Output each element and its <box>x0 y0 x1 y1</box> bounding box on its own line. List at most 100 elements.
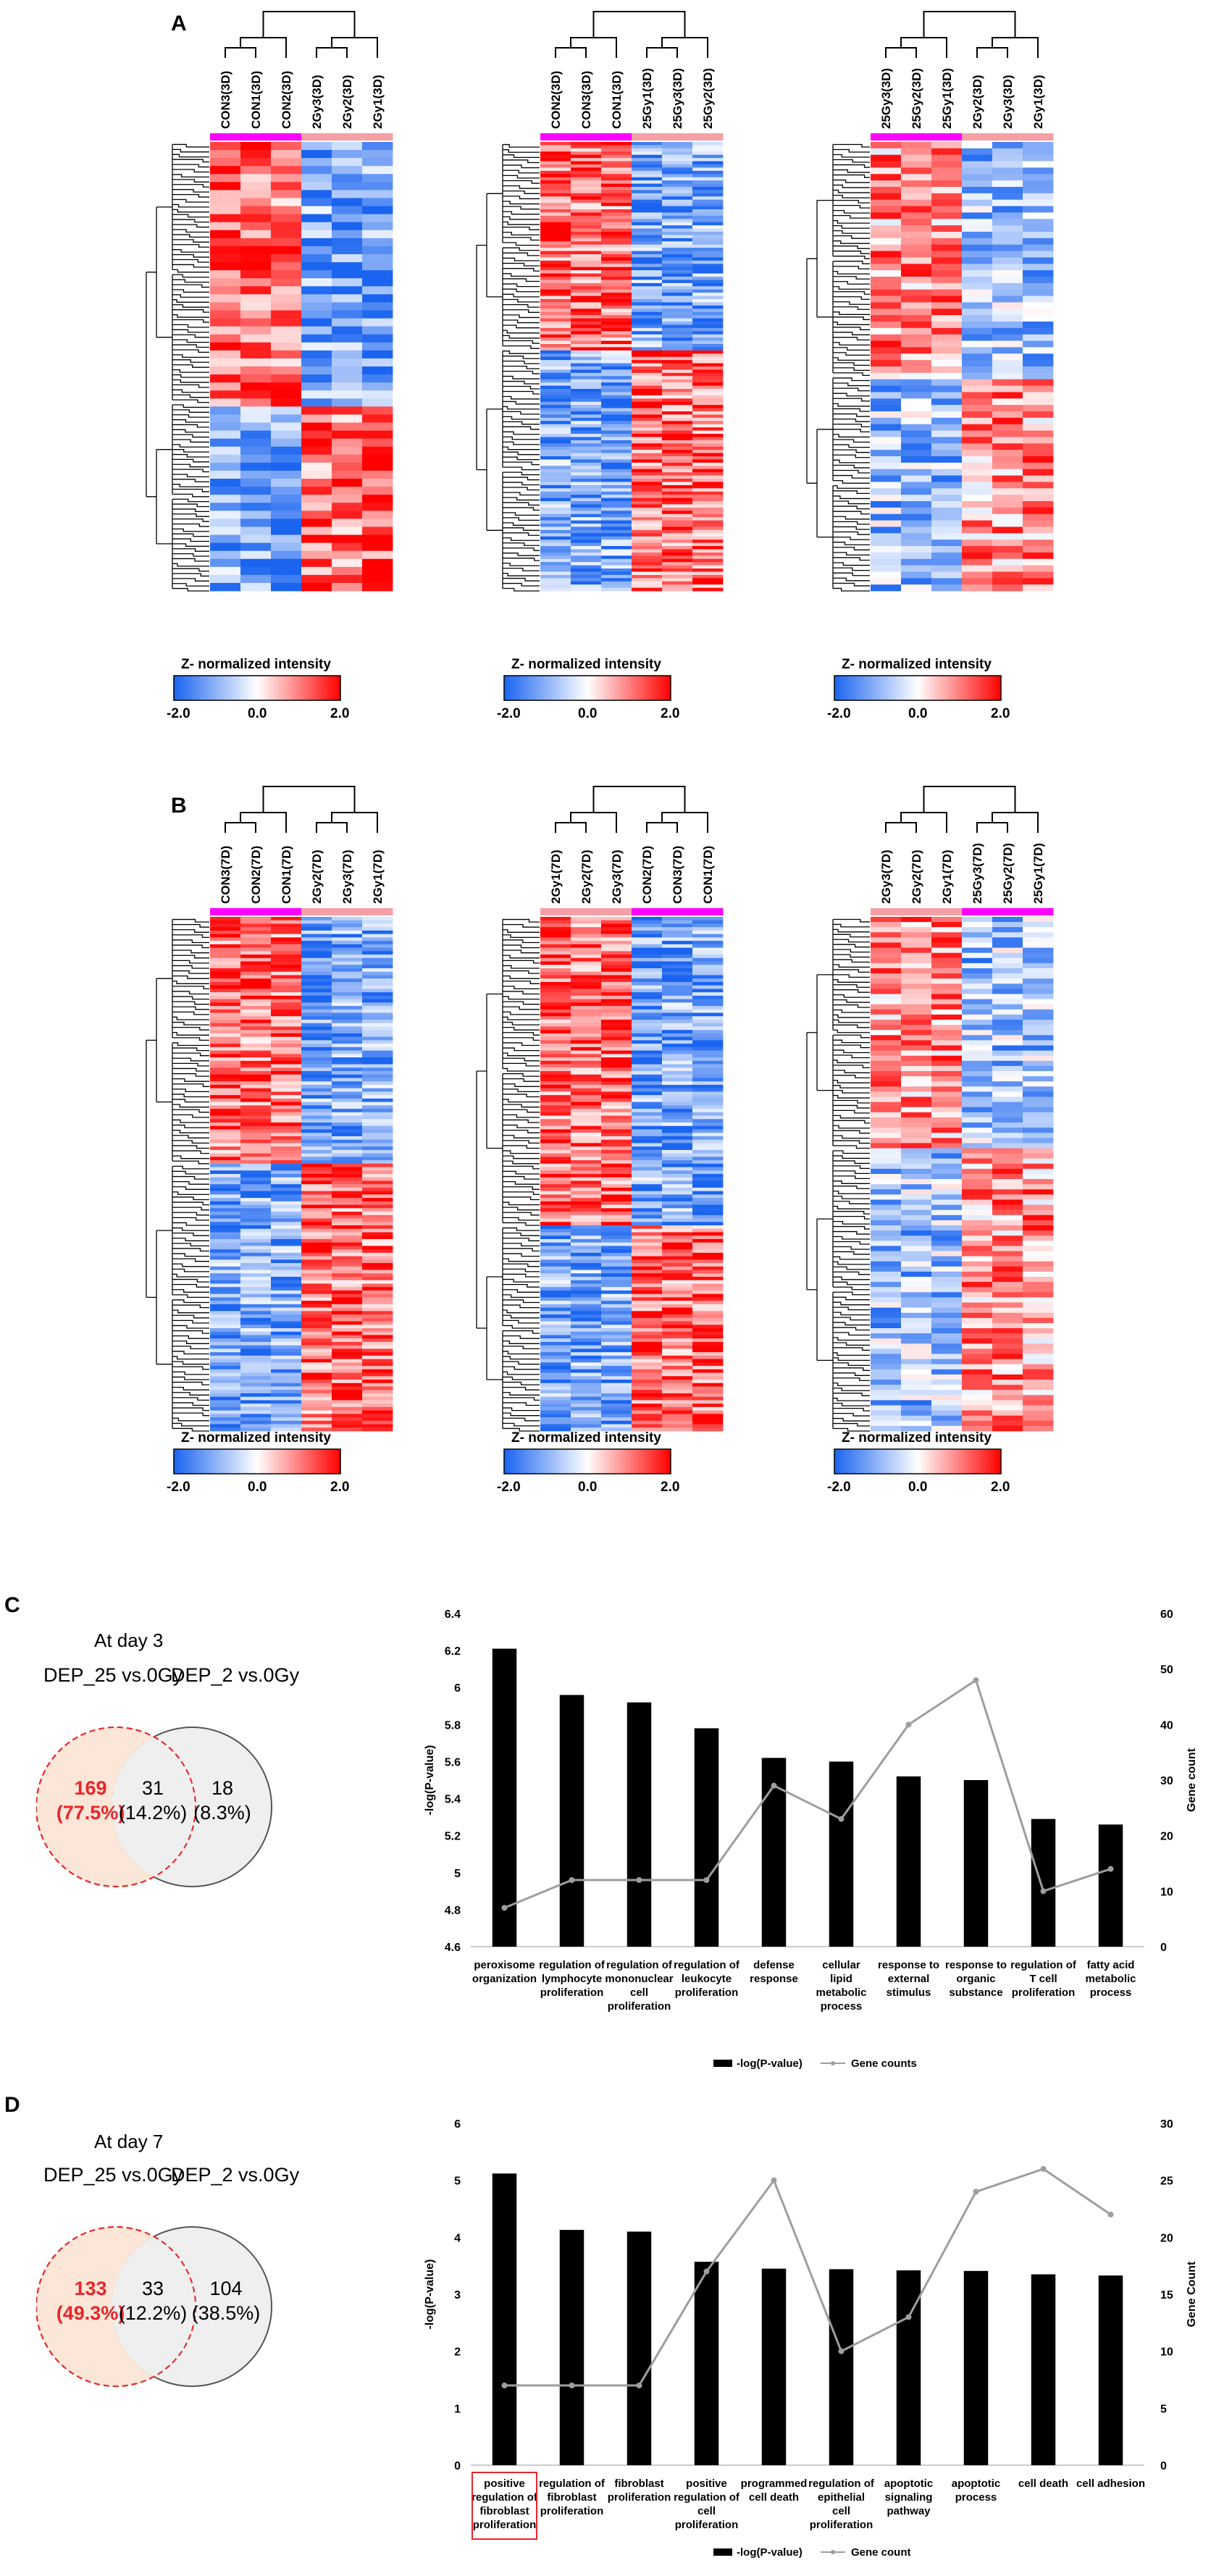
venn-left-only: 169 (77.5%) <box>56 1777 125 1824</box>
y2-tick-label: 20 <box>1160 2232 1173 2244</box>
colorbar-max: 2.0 <box>991 1480 1010 1495</box>
category-label: apoptotic process <box>952 2478 1001 2504</box>
bar <box>559 2230 584 2465</box>
sample-label: 25Gy3(7D) <box>971 843 984 904</box>
highlight-box <box>472 2472 537 2540</box>
colorbar-mid: 0.0 <box>248 1480 267 1495</box>
y2-axis-label: Gene Count <box>1186 2261 1198 2327</box>
heatmap-svg: CON2(3D) CON3(3D) CON1(3D) 25Gy1(3D) 25Gy3(3… <box>476 11 724 701</box>
heatmap-cells <box>540 142 724 592</box>
legend-bar-swatch <box>713 2548 732 2556</box>
row-dendrogram <box>476 143 540 592</box>
heatmap-cells <box>210 142 393 592</box>
y-tick-label: 6.2 <box>445 1645 461 1658</box>
gene-count-point <box>703 2268 710 2275</box>
colorbar <box>503 1448 671 1474</box>
group-bar <box>540 133 571 140</box>
category-label: cell adhesion <box>1076 2478 1145 2490</box>
y-tick-label: 1 <box>454 2403 461 2415</box>
sample-dendrogram <box>225 11 378 58</box>
group-bar <box>871 133 902 140</box>
group-bar <box>301 908 332 915</box>
y-tick-label: 5.2 <box>445 1831 461 1843</box>
group-bar <box>901 908 932 915</box>
category-label: fibroblast proliferation <box>608 2478 671 2504</box>
venn-left-label: DEP_25 vs.0Gy <box>43 1664 183 1686</box>
category-label: regulation of fibroblast proliferation <box>539 2478 605 2517</box>
colorbar-title: Z- normalized intensity <box>181 1430 331 1446</box>
sample-label: 25Gy2(7D) <box>1001 843 1015 904</box>
category-label: positive regulation of cell proliferation <box>674 2478 740 2531</box>
colorbar-max: 2.0 <box>661 1480 680 1495</box>
y2-tick-label: 25 <box>1160 2176 1173 2188</box>
sample-label: 2Gy3(3D) <box>310 75 324 129</box>
y2-tick-label: 10 <box>1160 1886 1173 1898</box>
sample-label: 2Gy2(7D) <box>310 849 324 904</box>
category-label: peroxisome organization <box>472 1959 537 1985</box>
sample-label: 2Gy1(7D) <box>549 849 563 904</box>
venn-right-label: DEP_2 vs.0Gy <box>171 1664 300 1686</box>
group-bar <box>271 133 302 140</box>
sample-label: 25Gy2(3D) <box>701 68 715 129</box>
panel-label-d: D <box>4 2093 20 2117</box>
gene-count-point <box>569 1877 575 1883</box>
y-tick-label: 3 <box>454 2289 461 2302</box>
group-bar <box>692 133 724 140</box>
heatmap-svg: 2Gy1(7D) 2Gy2(7D) 2Gy3(7D) CON2(7D) CON3(7D)… <box>476 786 724 1474</box>
colorbar-mid: 0.0 <box>908 706 928 721</box>
venn-title: At day 3 <box>94 1629 164 1651</box>
bar <box>627 1702 652 1947</box>
legend-line-label: Gene count <box>851 2546 911 2559</box>
legend-bar-swatch <box>713 2060 732 2067</box>
sample-label: 2Gy2(3D) <box>340 75 354 129</box>
group-bar <box>571 133 602 140</box>
sample-label: 2Gy1(7D) <box>371 849 385 904</box>
sample-label: CON2(3D) <box>549 71 563 129</box>
colorbar-min: -2.0 <box>497 1480 521 1495</box>
bar <box>1031 2274 1056 2465</box>
y2-tick-label: 30 <box>1160 1775 1173 1787</box>
gene-count-point <box>636 2382 642 2388</box>
colorbar-min: -2.0 <box>497 706 521 721</box>
y-tick-label: 0 <box>454 2460 461 2472</box>
category-label: regulation of epithelial cell proliferation <box>808 2478 875 2531</box>
y2-tick-label: 60 <box>1160 1608 1173 1621</box>
group-bar <box>210 908 241 915</box>
group-bar <box>632 908 663 915</box>
category-label: regulation of T cell proliferation <box>1010 1959 1077 1999</box>
sample-label: 25Gy2(3D) <box>910 68 923 129</box>
gene-count-point <box>1040 2165 1047 2172</box>
y2-axis-label: Gene count <box>1186 1748 1198 1812</box>
group-bar <box>571 908 602 915</box>
category-label: defense response <box>750 1959 798 1985</box>
y-tick-label: 4 <box>454 2232 461 2244</box>
gene-count-point <box>501 1905 508 1911</box>
gene-count-point <box>1107 2211 1114 2218</box>
group-bar <box>662 908 693 915</box>
bar <box>1098 1824 1123 1947</box>
heatmap-svg: 25Gy3(3D) 25Gy2(3D) 25Gy1(3D) 2Gy2(3D) 2Gy3(… <box>806 11 1054 701</box>
category-label: response to external stimulus <box>878 1959 939 1999</box>
gene-count-point <box>771 1782 777 1789</box>
bar <box>829 1761 854 1947</box>
gene-count-point <box>838 1816 845 1822</box>
group-bar <box>601 908 632 915</box>
category-label: cellular lipid metabolic process <box>816 1959 866 2013</box>
sample-label: CON2(3D) <box>280 71 293 129</box>
colorbar-mid: 0.0 <box>578 706 598 721</box>
sample-label: 2Gy2(3D) <box>971 75 984 129</box>
row-dendrogram <box>476 918 540 1432</box>
gene-count-point <box>771 2177 777 2183</box>
group-bar <box>662 133 693 140</box>
category-label: regulation of leukocyte proliferation <box>674 1959 740 1999</box>
sample-label: CON3(7D) <box>671 846 684 904</box>
colorbar-mid: 0.0 <box>248 706 267 721</box>
y2-tick-label: 50 <box>1160 1664 1173 1677</box>
category-label: cell death <box>1018 2478 1068 2490</box>
venn-right-only: 18 (8.3%) <box>193 1777 251 1824</box>
group-bar <box>601 133 632 140</box>
group-bar <box>362 133 393 140</box>
sample-label: CON3(3D) <box>579 71 593 129</box>
gene-count-point <box>1040 1888 1047 1895</box>
bar <box>492 2173 517 2465</box>
